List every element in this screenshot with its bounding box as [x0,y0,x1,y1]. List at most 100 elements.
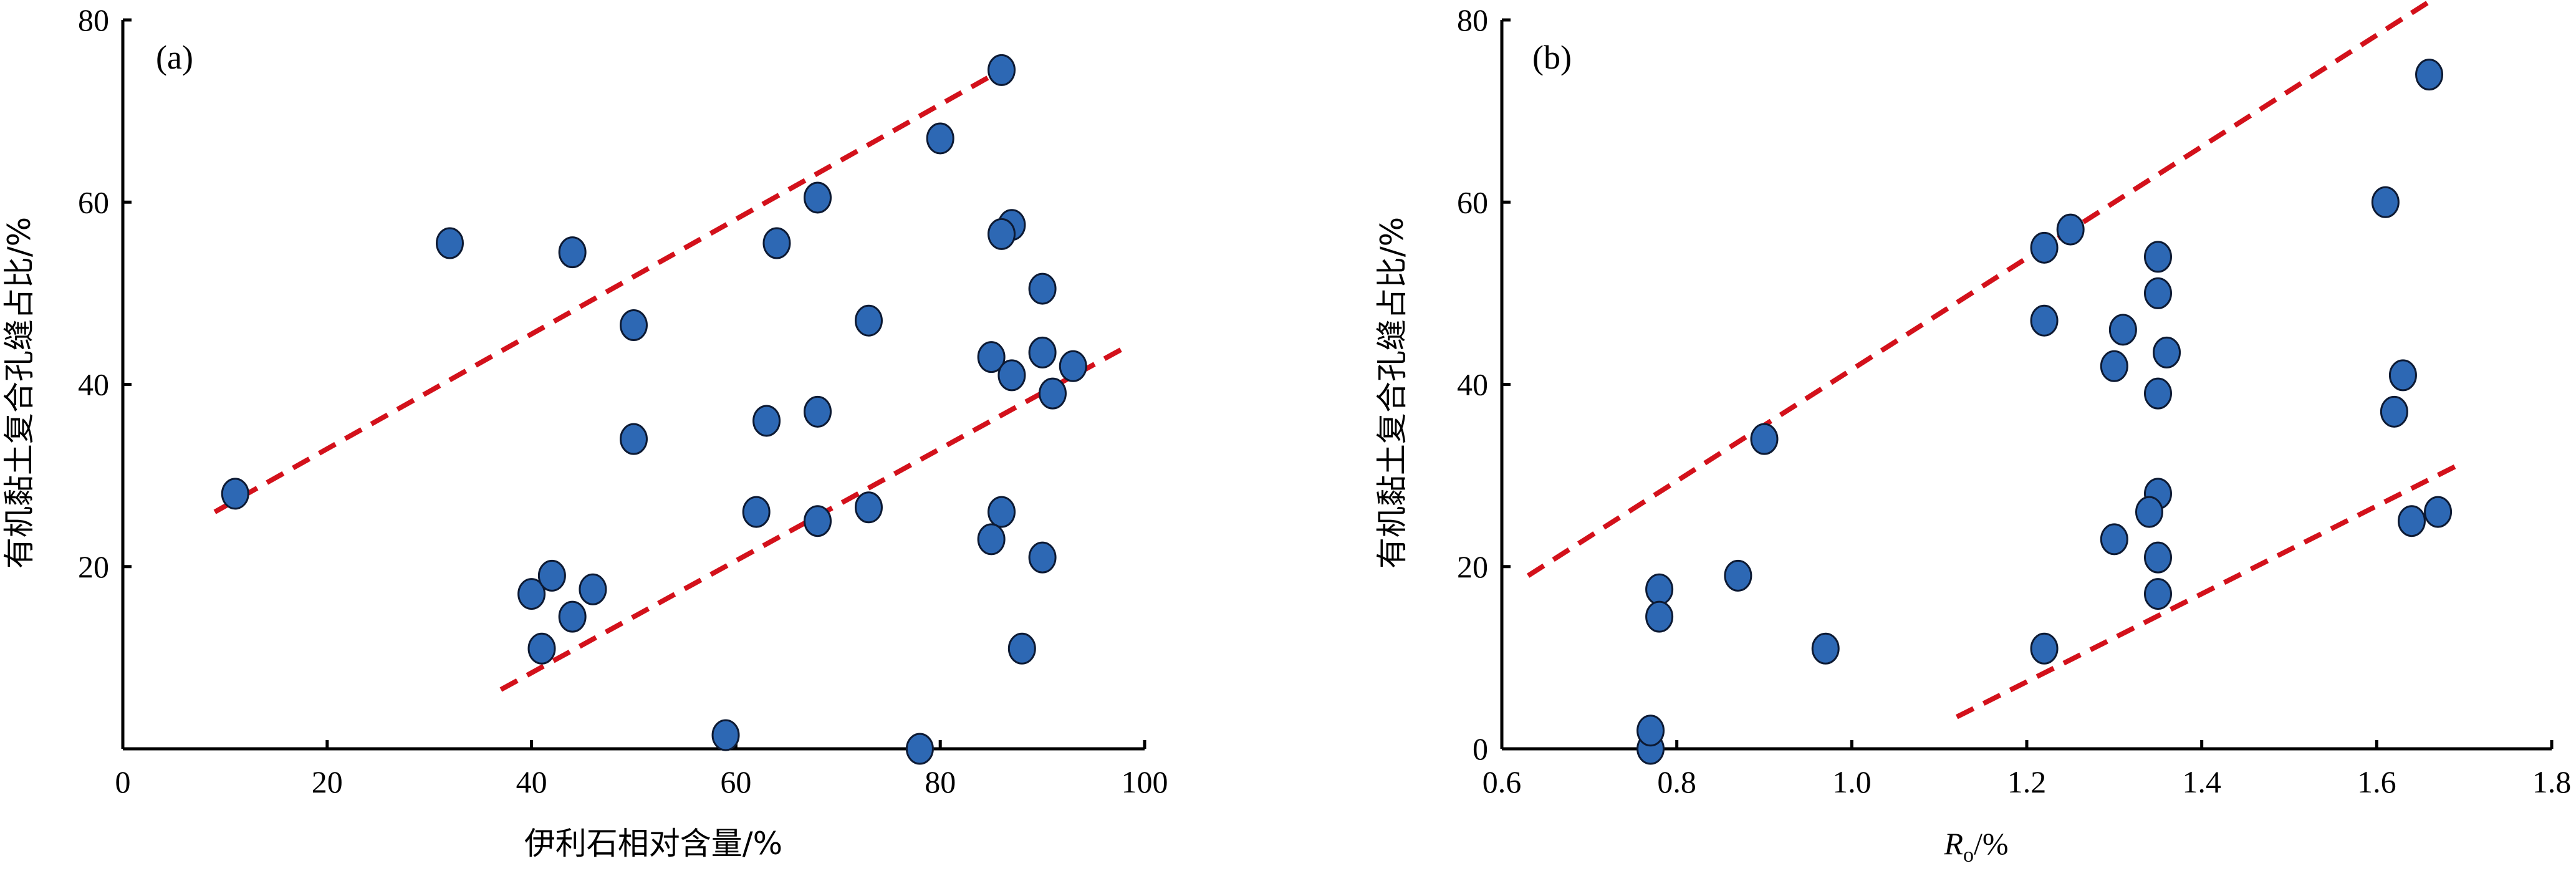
panel-a-data-point [527,632,556,665]
panel-a-data-point [988,54,1016,86]
panel-b-x-axis-title-suffix: /% [1974,826,2009,861]
panel-b-data-point [1645,600,1674,633]
panel-a-data-point [579,573,607,605]
panel-a-points [221,54,1087,765]
panel-b-x-tick-label: 0.6 [1483,764,1522,799]
panel-a-data-point [804,395,832,428]
panel-a-x-tick-label: 0 [115,764,131,799]
panel-b-lower-bound-line [1955,464,2457,720]
panel-a-y-tick-label: 20 [78,549,109,584]
panel-a-data-point [1059,350,1087,382]
panel-a-envelope-lines [213,67,1126,692]
panel-b-x-axis-title-main: R [1943,826,1963,861]
panel-a-data-point [997,359,1026,392]
panel-b-x-tick-label: 1.8 [2532,764,2572,799]
panel-a-data-point [711,719,740,751]
panel-a-data-point [762,227,791,259]
panel-b-data-point [2415,59,2444,91]
panel-a-data-point [620,309,648,342]
panel-a-data-point [988,218,1016,250]
panel-a-data-point [854,304,883,337]
panel-b-x-tick-label: 1.2 [2007,764,2047,799]
panel-b-data-point [2380,395,2408,428]
panel-b-data-point [1811,632,1840,665]
panel-a-data-point [742,496,771,528]
panel-a-y-axis-title: 有机黏土复合孔缝占比/% [1,217,37,569]
panel-a-x-tick-label: 20 [312,764,343,799]
panel-b-data-point [1724,559,1752,592]
panel-a-data-point [977,523,1006,556]
panel-a-data-point [435,227,464,259]
panel-a-x-tick-label: 80 [925,764,956,799]
panel-a-data-point [620,423,648,455]
panel-a-data-point [517,578,546,610]
panel-a-data-point [558,600,587,633]
panel-a-data-point [926,122,954,155]
panel-a-data-point [1038,377,1067,410]
panel-b-label: (b) [1532,39,1572,76]
panel-b-data-point [1645,573,1674,605]
panel-b-data-point [2030,632,2059,665]
panel-b-data-point [2397,505,2426,537]
panel-a-upper-bound-line [213,67,1003,514]
panel-b-data-point [2144,241,2172,273]
panel-a-data-point [537,559,566,592]
panel-b-y-tick-label: 40 [1457,367,1488,402]
panel-b-envelope-lines [1526,0,2457,720]
panel-a-axes: 0 20 40 60 80 100 20 40 60 80 [78,2,1168,799]
panel-b-data-point [2144,277,2172,309]
panel-b-data-point [2108,314,2137,346]
panel-b-points [1636,59,2453,765]
panel-b-y-tick-label: 60 [1457,185,1488,219]
panel-a-y-tick-label: 80 [78,2,109,37]
panel-a-data-point [977,341,1006,373]
panel-b-x-tick-label: 1.0 [1832,764,1872,799]
panel-b-data-point [2030,231,2059,264]
panel-a-data-point [1007,632,1036,665]
panel-b-y-tick-label: 80 [1457,2,1488,37]
panel-b-axes: 0.6 0.8 1.0 1.2 1.4 1.6 1.8 0 20 40 60 80 [1457,2,2571,799]
panel-b-data-point [2144,541,2172,574]
panel-b-data-point [1750,423,1779,455]
panel-a-data-point [1028,336,1057,368]
panel-b-x-tick-label: 0.8 [1657,764,1696,799]
panel-a-y-tick-label: 60 [78,185,109,219]
panel-a-x-tick-label: 100 [1122,764,1168,799]
panel-a-data-point [752,405,781,437]
panel-b-data-point [1636,715,1665,747]
panel-a-data-point [221,478,249,510]
panel-a-data-point [988,496,1016,528]
panel-a-y-tick-label: 40 [78,367,109,402]
panel-a-data-point [854,491,883,524]
panel-a-data-point [804,181,832,214]
panel-b-x-axis-title-sub: o [1963,844,1974,867]
panel-a-x-axis-title: 伊利石相对含量/% [524,825,782,862]
panel-b-y-tick-label: 0 [1473,731,1488,766]
panel-b-data-point [2424,496,2453,528]
panel-a-x-tick-label: 60 [720,764,751,799]
panel-b-data-point [2144,377,2172,410]
panel-b-data-point [2030,304,2059,337]
panel-b-y-tick-label: 20 [1457,549,1488,584]
panel-a-x-tick-label: 40 [516,764,547,799]
panel-b: (b) 有机黏土复合孔缝占比/% Ro/% 0.6 0.8 1.0 1.2 1.4 1.6… [1374,0,2571,867]
panel-a-data-point [804,505,832,537]
panel-b-data-point [2100,350,2128,382]
panel-b-data-point [2144,578,2172,610]
panel-b-data-point [2100,523,2128,556]
panel-b-upper-bound-line [1526,0,2431,578]
panel-b-data-point [2135,496,2163,528]
panel-b-x-axis-title: Ro/% [1943,826,2008,867]
panel-a-label: (a) [156,39,193,76]
panel-a-data-point [558,236,587,269]
panel-b-data-point [2371,186,2400,218]
panel-a-data-point [1028,272,1057,305]
panel-b-data-point [2388,359,2417,392]
panel-a-data-point [1028,541,1057,574]
panel-b-y-axis-title: 有机黏土复合孔缝占比/% [1374,217,1410,569]
panel-b-data-point [2153,336,2181,368]
panel-b-x-tick-label: 1.4 [2182,764,2221,799]
panel-a: (a) 有机黏土复合孔缝占比/% 伊利石相对含量/% 0 20 40 60 80 100 2… [1,2,1168,862]
panel-a-data-point [905,733,934,765]
